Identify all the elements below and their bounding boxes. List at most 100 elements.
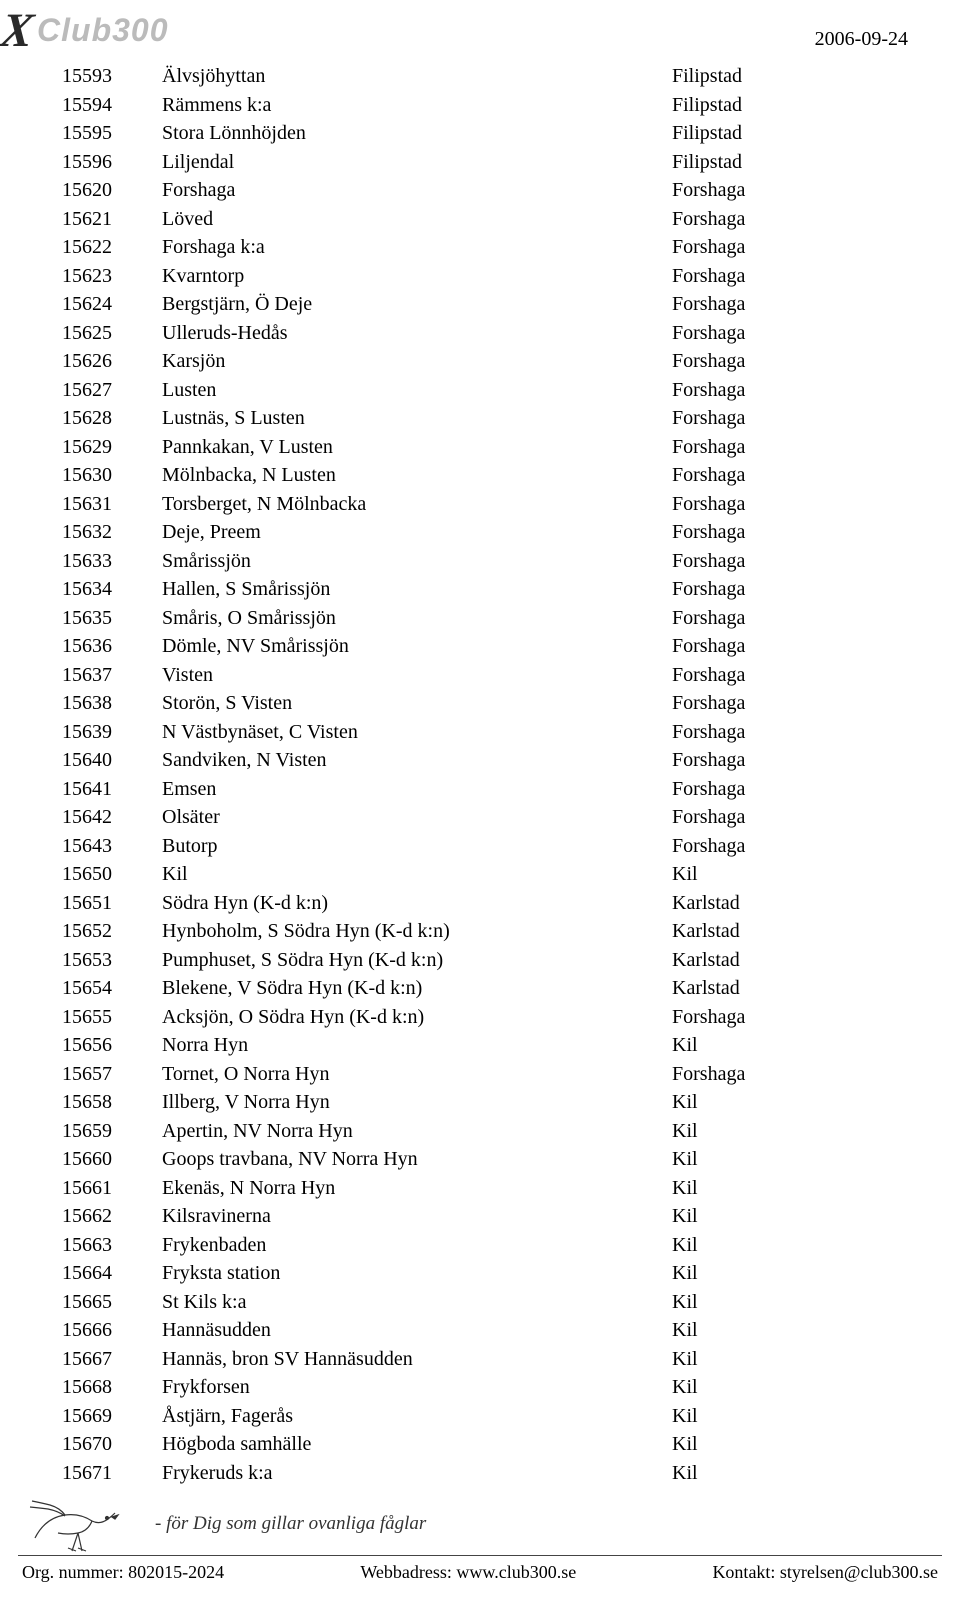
row-region: Kil — [672, 1316, 912, 1345]
table-row: 15638Storön, S VistenForshaga — [62, 689, 912, 718]
table-row: 15633SmårissjönForshaga — [62, 547, 912, 576]
table-row: 15621LövedForshaga — [62, 205, 912, 234]
row-code: 15626 — [62, 347, 162, 376]
table-row: 15654Blekene, V Södra Hyn (K-d k:n)Karls… — [62, 974, 912, 1003]
row-code: 15666 — [62, 1316, 162, 1345]
row-region: Karlstad — [672, 917, 912, 946]
footer-divider — [18, 1555, 942, 1556]
table-row: 15637VistenForshaga — [62, 661, 912, 690]
row-name: Deje, Preem — [162, 518, 672, 547]
logo-text: Club300 — [37, 12, 168, 49]
row-code: 15628 — [62, 404, 162, 433]
table-row: 15670Högboda samhälleKil — [62, 1430, 912, 1459]
row-region: Kil — [672, 1031, 912, 1060]
table-row: 15652Hynboholm, S Södra Hyn (K-d k:n)Kar… — [62, 917, 912, 946]
row-region: Forshaga — [672, 433, 912, 462]
row-code: 15630 — [62, 461, 162, 490]
row-name: Pannkakan, V Lusten — [162, 433, 672, 462]
row-code: 15629 — [62, 433, 162, 462]
row-region: Forshaga — [672, 575, 912, 604]
row-code: 15635 — [62, 604, 162, 633]
row-name: Hynboholm, S Södra Hyn (K-d k:n) — [162, 917, 672, 946]
table-row: 15658Illberg, V Norra HynKil — [62, 1088, 912, 1117]
row-name: Butorp — [162, 832, 672, 861]
row-name: Acksjön, O Södra Hyn (K-d k:n) — [162, 1003, 672, 1032]
row-name: Emsen — [162, 775, 672, 804]
row-region: Forshaga — [672, 746, 912, 775]
row-code: 15650 — [62, 860, 162, 889]
row-name: Frykenbaden — [162, 1231, 672, 1260]
footer-web: Webbadress: www.club300.se — [360, 1562, 576, 1583]
table-row: 15650KilKil — [62, 860, 912, 889]
row-region: Kil — [672, 860, 912, 889]
row-code: 15627 — [62, 376, 162, 405]
table-row: 15593ÄlvsjöhyttanFilipstad — [62, 62, 912, 91]
row-region: Karlstad — [672, 946, 912, 975]
row-name: Mölnbacka, N Lusten — [162, 461, 672, 490]
row-name: Goops travbana, NV Norra Hyn — [162, 1145, 672, 1174]
row-code: 15633 — [62, 547, 162, 576]
table-row: 15629Pannkakan, V LustenForshaga — [62, 433, 912, 462]
row-region: Kil — [672, 1174, 912, 1203]
row-region: Forshaga — [672, 661, 912, 690]
logo: X Club300 — [1, 3, 169, 58]
row-region: Forshaga — [672, 518, 912, 547]
row-code: 15640 — [62, 746, 162, 775]
row-region: Kil — [672, 1345, 912, 1374]
row-code: 15660 — [62, 1145, 162, 1174]
bird-icon — [20, 1483, 125, 1555]
row-region: Forshaga — [672, 689, 912, 718]
row-region: Filipstad — [672, 91, 912, 120]
row-region: Kil — [672, 1430, 912, 1459]
row-region: Kil — [672, 1259, 912, 1288]
footer-org: Org. nummer: 802015-2024 — [22, 1562, 224, 1583]
row-region: Filipstad — [672, 148, 912, 177]
table-row: 15656Norra HynKil — [62, 1031, 912, 1060]
row-code: 15637 — [62, 661, 162, 690]
row-code: 15658 — [62, 1088, 162, 1117]
table-row: 15666HannäsuddenKil — [62, 1316, 912, 1345]
row-region: Kil — [672, 1145, 912, 1174]
data-table: 15593ÄlvsjöhyttanFilipstad15594Rämmens k… — [62, 62, 912, 1487]
row-code: 15625 — [62, 319, 162, 348]
table-row: 15665St Kils k:aKil — [62, 1288, 912, 1317]
row-name: Smårissjön — [162, 547, 672, 576]
row-region: Kil — [672, 1373, 912, 1402]
row-region: Filipstad — [672, 62, 912, 91]
row-region: Forshaga — [672, 404, 912, 433]
row-region: Kil — [672, 1231, 912, 1260]
row-name: St Kils k:a — [162, 1288, 672, 1317]
table-row: 15657Tornet, O Norra HynForshaga — [62, 1060, 912, 1089]
row-name: Forshaga — [162, 176, 672, 205]
row-name: N Västbynäset, C Visten — [162, 718, 672, 747]
row-name: Tornet, O Norra Hyn — [162, 1060, 672, 1089]
table-row: 15620ForshagaForshaga — [62, 176, 912, 205]
table-row: 15659Apertin, NV Norra HynKil — [62, 1117, 912, 1146]
row-name: Ekenäs, N Norra Hyn — [162, 1174, 672, 1203]
row-region: Forshaga — [672, 803, 912, 832]
row-name: Löved — [162, 205, 672, 234]
row-name: Hallen, S Smårissjön — [162, 575, 672, 604]
table-row: 15641EmsenForshaga — [62, 775, 912, 804]
table-row: 15627LustenForshaga — [62, 376, 912, 405]
row-name: Apertin, NV Norra Hyn — [162, 1117, 672, 1146]
table-row: 15625Ulleruds-HedåsForshaga — [62, 319, 912, 348]
row-region: Forshaga — [672, 290, 912, 319]
table-row: 15655Acksjön, O Södra Hyn (K-d k:n)Forsh… — [62, 1003, 912, 1032]
row-code: 15620 — [62, 176, 162, 205]
table-row: 15667Hannäs, bron SV HannäsuddenKil — [62, 1345, 912, 1374]
table-row: 15664Fryksta stationKil — [62, 1259, 912, 1288]
row-name: Lustnäs, S Lusten — [162, 404, 672, 433]
row-code: 15663 — [62, 1231, 162, 1260]
row-code: 15638 — [62, 689, 162, 718]
row-name: Kil — [162, 860, 672, 889]
row-name: Liljendal — [162, 148, 672, 177]
row-region: Forshaga — [672, 347, 912, 376]
table-row: 15624Bergstjärn, Ö DejeForshaga — [62, 290, 912, 319]
row-code: 15622 — [62, 233, 162, 262]
row-code: 15642 — [62, 803, 162, 832]
row-name: Kvarntorp — [162, 262, 672, 291]
row-code: 15668 — [62, 1373, 162, 1402]
row-code: 15664 — [62, 1259, 162, 1288]
row-code: 15659 — [62, 1117, 162, 1146]
